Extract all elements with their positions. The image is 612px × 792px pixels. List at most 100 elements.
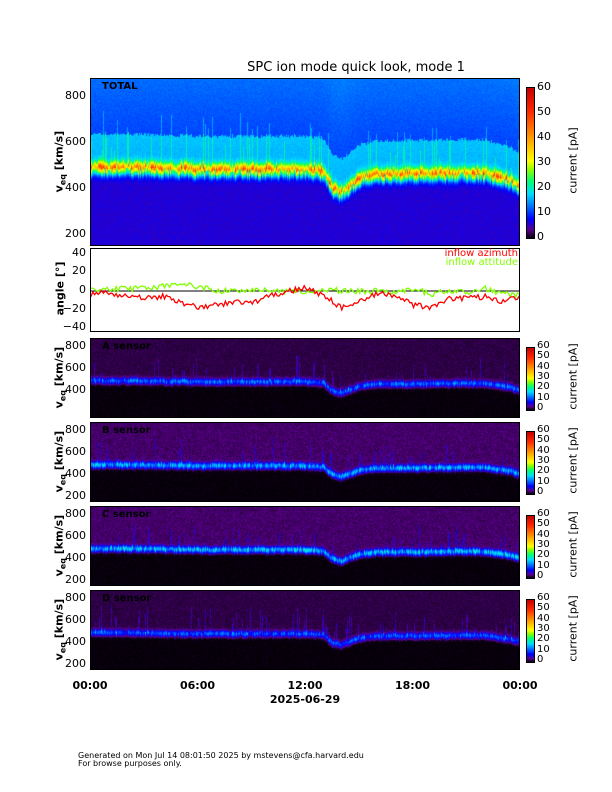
spectrogram-b-sensor (90, 422, 520, 502)
y-tick-label: 200 (65, 227, 86, 241)
x-tick-label: 00:00 (72, 679, 108, 692)
colorbar-tick-label: 40 (537, 444, 550, 456)
colorbar-tick-label: 60 (537, 340, 550, 351)
y-tick-label: 600 (65, 361, 86, 374)
spectrogram-total (90, 78, 520, 246)
y-tick-label: 800 (65, 338, 86, 352)
x-tick-label: 06:00 (179, 679, 215, 692)
footer-generated: Generated on Mon Jul 14 08:01:50 2025 by… (78, 751, 364, 760)
colorbar-tick-label: 30 (537, 623, 550, 634)
footer-note: For browse purposes only. (78, 759, 182, 768)
y-tick-label: 800 (65, 89, 86, 103)
panel-frame (90, 590, 520, 670)
colorbar-label: current [pA] (566, 127, 580, 194)
spectrogram-d-sensor (90, 590, 520, 670)
panel-frame (90, 422, 520, 502)
x-tick-label: 18:00 (394, 679, 430, 692)
legend-entry: inflow attitude (445, 257, 518, 268)
colorbar-tick-label: 60 (537, 592, 550, 603)
colorbar-tick-label: 60 (537, 80, 551, 93)
x-tick-label: 12:00 (287, 679, 323, 692)
angle-tick-label: 0 (79, 283, 86, 296)
panel-frame (90, 338, 520, 418)
colorbar-tick-label: 0 (537, 486, 544, 497)
colorbar-label: current [pA] (566, 595, 580, 662)
y-tick-label: 200 (65, 657, 86, 671)
colorbar-tick-label: 50 (537, 105, 551, 118)
colorbar-tick-label: 50 (537, 350, 550, 362)
colorbar (526, 347, 535, 411)
colorbar-tick-label: 10 (537, 475, 550, 487)
y-tick-label: 800 (65, 422, 86, 436)
colorbar-tick-label: 40 (537, 130, 551, 143)
panel-label: A sensor (102, 341, 151, 352)
y-tick-label: 400 (65, 383, 86, 397)
colorbar-tick-label: 10 (537, 643, 550, 655)
y-axis-label: veq [km/s] (52, 346, 68, 409)
colorbar-tick-label: 20 (537, 549, 550, 561)
y-axis-label: veq [km/s] (52, 514, 68, 577)
colorbar-tick-label: 20 (537, 633, 550, 645)
colorbar (526, 87, 535, 239)
colorbar-tick-label: 0 (537, 570, 544, 581)
y-tick-label: 200 (65, 489, 86, 503)
panel-frame (90, 78, 520, 246)
colorbar-tick-label: 50 (537, 518, 550, 530)
y-tick-label: 800 (65, 506, 86, 520)
colorbar-label: current [pA] (566, 511, 580, 578)
colorbar-tick-label: 60 (537, 508, 550, 519)
colorbar-tick-label: 30 (537, 539, 550, 550)
y-axis-label: veq [km/s] (52, 598, 68, 661)
colorbar-tick-label: 10 (537, 205, 551, 218)
legend-entry: inflow azimuth (444, 248, 518, 259)
panel-label: C sensor (102, 509, 151, 520)
colorbar-tick-label: 10 (537, 559, 550, 571)
y-tick-label: 800 (65, 590, 86, 604)
y-tick-label: 600 (65, 135, 86, 149)
angle-tick-label: 20 (72, 264, 86, 278)
series-inflow-azimuth (91, 284, 519, 312)
angle-tick-label: 40 (72, 245, 86, 259)
y-tick-label: 400 (65, 635, 86, 649)
colorbar-tick-label: 30 (537, 371, 550, 382)
spectrogram-c-sensor (90, 506, 520, 586)
y-tick-label: 400 (65, 551, 86, 565)
colorbar-label: current [pA] (566, 427, 580, 494)
colorbar (526, 431, 535, 495)
colorbar (526, 599, 535, 663)
y-tick-label: 400 (65, 181, 86, 195)
spectrogram-a-sensor (90, 338, 520, 418)
angle-tick-label: −40 (62, 320, 86, 334)
panel-label: B sensor (102, 425, 151, 436)
colorbar-tick-label: 30 (537, 155, 551, 168)
panel-label: TOTAL (102, 81, 138, 92)
colorbar-tick-label: 30 (537, 455, 550, 466)
colorbar-label: current [pA] (566, 343, 580, 410)
colorbar-tick-label: 20 (537, 180, 551, 193)
y-tick-label: 200 (65, 573, 86, 587)
colorbar-tick-label: 0 (537, 230, 544, 243)
chart-title: SPC ion mode quick look, mode 1 (247, 60, 465, 75)
y-tick-label: 600 (65, 445, 86, 458)
angle-tick-label: −20 (62, 301, 86, 315)
colorbar-tick-label: 10 (537, 391, 550, 403)
x-tick-label: 00:00 (502, 679, 538, 692)
colorbar (526, 515, 535, 579)
colorbar-tick-label: 0 (537, 654, 544, 665)
y-tick-label: 400 (65, 467, 86, 481)
colorbar-tick-label: 40 (537, 612, 550, 624)
colorbar-tick-label: 20 (537, 465, 550, 477)
panel-frame (90, 506, 520, 586)
y-axis-label: veq [km/s] (52, 130, 68, 193)
colorbar-tick-label: 40 (537, 528, 550, 540)
series-inflow-attitude (91, 281, 519, 299)
colorbar-tick-label: 60 (537, 424, 550, 435)
y-tick-label: 600 (65, 613, 86, 626)
colorbar-tick-label: 50 (537, 602, 550, 614)
x-axis-date: 2025-06-29 (269, 693, 341, 706)
colorbar-tick-label: 20 (537, 381, 550, 393)
angle-plot (90, 248, 520, 332)
colorbar-tick-label: 0 (537, 402, 544, 413)
y-tick-label: 600 (65, 529, 86, 542)
angle-axis-label: angle [°] (53, 261, 67, 316)
